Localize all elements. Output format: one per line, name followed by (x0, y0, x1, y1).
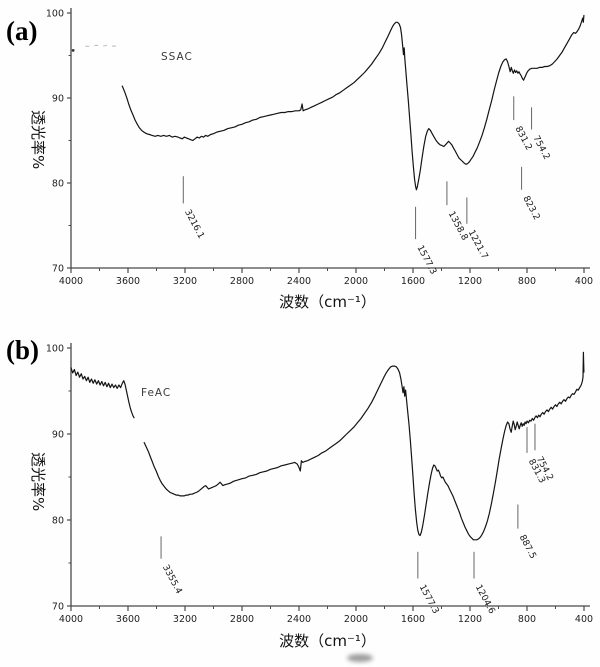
spectrum-curve (70, 367, 135, 419)
panel-b-series-label: FeAC (141, 387, 172, 399)
panel-b-label: (b) (6, 335, 39, 365)
spectrum-curve (121, 14, 585, 191)
x-tick-label: 4000 (59, 276, 83, 287)
x-tick-label: 2400 (287, 276, 311, 287)
peak-label: 3355.4 (160, 563, 184, 596)
panel-a-label: (a) (6, 16, 38, 46)
panel-a-x-axis-title: 波数（cm⁻¹） (279, 293, 376, 311)
x-tick-label: 1200 (458, 276, 482, 287)
peak-label: 1204.6 (473, 583, 497, 616)
y-tick-label: 90 (52, 430, 64, 441)
x-tick-label: 2800 (230, 614, 254, 625)
x-tick-label: 2800 (230, 276, 254, 287)
y-tick-label: 80 (52, 179, 64, 190)
y-tick-label: 70 (52, 602, 64, 613)
print-artifact (347, 654, 373, 662)
panel-a-y-axis-title: 透光率% (29, 110, 47, 170)
y-tick-label: 80 (52, 516, 64, 527)
x-tick-label: 4000 (59, 614, 83, 625)
peak-label: 887.5 (517, 533, 538, 560)
spectrum-curve (143, 351, 585, 541)
panel-a-plot: 4000 3600 3200 2800 2400 2000 1600 1200 800 400 10… (46, 8, 593, 287)
panel-b-plot: 4000 3600 3200 2800 2400 2000 1600 1200 800 400 10… (46, 343, 593, 625)
panel-a: 4000 3600 3200 2800 2400 2000 1600 1200 800 400 10… (0, 0, 600, 333)
x-tick-label: 800 (518, 276, 536, 287)
y-tick-label: 100 (46, 344, 64, 355)
x-tick-label: 3600 (116, 614, 140, 625)
peak-label: 3216.1 (182, 208, 206, 241)
x-tick-label: 2400 (287, 614, 311, 625)
x-tick-label: 3200 (173, 614, 197, 625)
x-tick-label: 1600 (401, 614, 425, 625)
artifact-dot (71, 49, 75, 52)
panel-b: 4000 3600 3200 2800 2400 2000 1600 1200 800 400 10… (0, 334, 600, 667)
peak-label: 1577.3 (417, 583, 441, 616)
x-tick-label: 400 (575, 614, 593, 625)
peak-label: 1358.8 (446, 210, 470, 243)
baseline-artifact (85, 44, 120, 47)
peak-label: 1577.3 (414, 244, 438, 277)
peak-label: 1221.7 (466, 229, 490, 262)
peak-label: 754.2 (530, 134, 551, 161)
y-tick-label: 100 (46, 9, 64, 20)
y-tick-label: 90 (52, 94, 64, 105)
x-tick-label: 1600 (401, 276, 425, 287)
x-tick-label: 1200 (458, 614, 482, 625)
x-tick-label: 2000 (344, 614, 368, 625)
panel-b-y-axis-title: 透光率% (29, 452, 47, 512)
x-tick-label: 3600 (116, 276, 140, 287)
panel-b-x-axis-title: 波数（cm⁻¹） (279, 632, 376, 650)
x-tick-label: 3200 (173, 276, 197, 287)
panel-a-series-label: SSAC (161, 51, 193, 63)
x-tick-label: 400 (575, 276, 593, 287)
y-tick-label: 70 (52, 264, 64, 275)
x-tick-label: 2000 (344, 276, 368, 287)
peak-label: 823.2 (520, 195, 541, 222)
x-tick-label: 800 (518, 614, 536, 625)
